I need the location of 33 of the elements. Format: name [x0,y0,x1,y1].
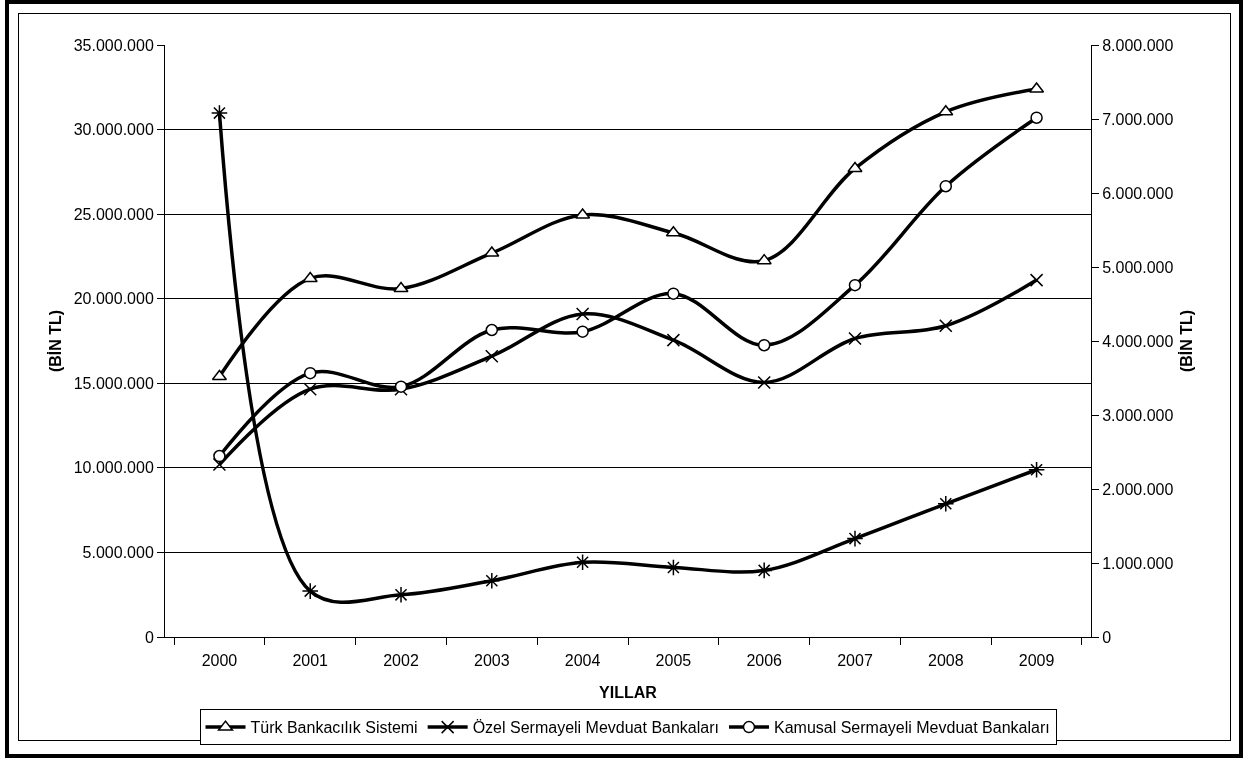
y-tick-label: 20.000.000 [73,290,154,308]
y2-tick-label: 7.000.000 [1102,110,1174,128]
legend-label: Özel Sermayeli Mevduat Bankaları [472,719,719,737]
y-tick-label: 15.000.000 [73,374,154,392]
x-axis-title: YILLAR [599,683,658,701]
y2-tick-label: 1.000.000 [1102,554,1174,572]
legend-label: Kamusal Sermayeli Mevduat Bankaları [773,719,1050,737]
x-tick-label: 2004 [564,652,601,670]
y2-tick-label: 2.000.000 [1102,480,1174,498]
y-tick-label: 5.000.000 [82,544,154,562]
y2-axis-title: (BİN TL) [1178,309,1196,373]
y2-tick-label: 8.000.000 [1102,36,1174,54]
x-tick-label: 2007 [837,652,873,670]
y-tick-label: 0 [144,628,154,646]
x-tick-label: 2009 [1018,652,1055,670]
y2-tick-label: 5.000.000 [1102,258,1174,276]
x-tick-label: 2006 [746,652,783,670]
y-axis-title: (BİN TL) [46,309,64,373]
x-tick-label: 2008 [927,652,964,670]
x-tick-label: 2005 [655,652,692,670]
legend-label: Türk Bankacılık Sistemi [250,719,418,737]
y-tick-label: 30.000.000 [73,121,154,139]
x-tick-label: 2003 [474,652,510,670]
y-tick-label: 25.000.000 [73,205,154,223]
x-tick-label: 2002 [383,652,419,670]
y-tick-label: 10.000.000 [73,459,154,477]
x-tick-label: 2000 [201,652,238,670]
y2-tick-label: 6.000.000 [1102,184,1174,202]
y2-tick-label: 4.000.000 [1102,332,1174,350]
y2-tick-label: 3.000.000 [1102,406,1174,424]
y2-tick-label: 0 [1102,628,1112,646]
x-tick-label: 2001 [292,652,329,670]
y-tick-label: 35.000.000 [73,36,154,54]
